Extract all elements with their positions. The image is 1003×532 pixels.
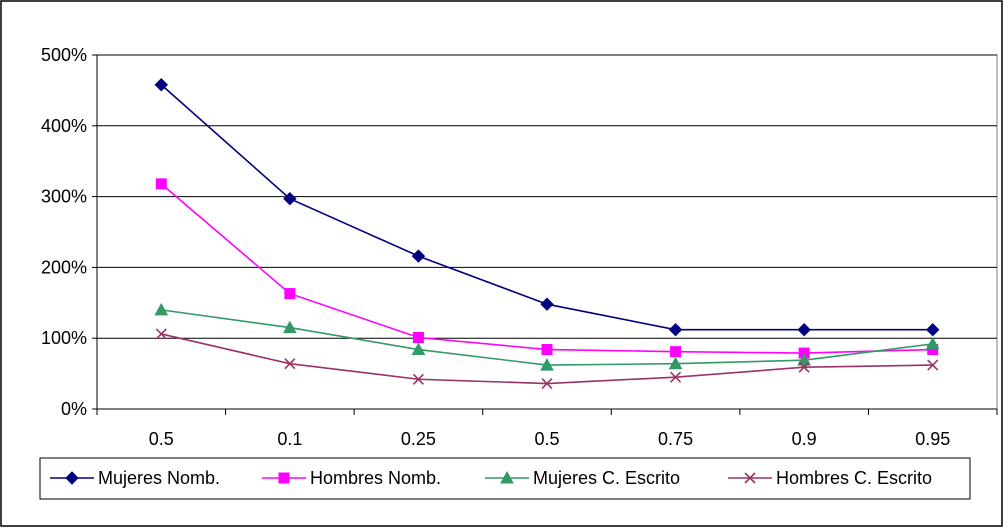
legend-marker: [500, 470, 514, 484]
x-tick-label: 0.9: [792, 429, 817, 449]
legend-marker: [744, 472, 756, 484]
data-point: [668, 322, 683, 337]
legend-marker: [65, 471, 79, 485]
data-point: [541, 344, 553, 356]
legend: Mujeres Nomb. Hombres Nomb. Mujeres C. Esc…: [39, 457, 971, 500]
data-point: [797, 353, 811, 366]
data-point: [927, 359, 939, 371]
gridlines: [97, 54, 997, 339]
data-point: [798, 361, 810, 373]
x-tick-label: 0.5: [534, 429, 559, 449]
legend-label: Mujeres C. Escrito: [533, 468, 680, 488]
data-point: [412, 331, 424, 343]
series-layer: [154, 78, 940, 390]
data-point: [797, 322, 811, 337]
data-point: [670, 346, 682, 358]
data-point: [155, 178, 167, 190]
data-point: [926, 322, 940, 337]
y-tick-label: 400%: [41, 116, 87, 136]
data-point: [283, 320, 297, 334]
legend-item: Mujeres Nomb.: [50, 468, 220, 488]
data-point: [540, 297, 554, 311]
data-point: [670, 371, 682, 383]
y-tick-label: 100%: [41, 328, 87, 348]
plot-area: [96, 54, 998, 410]
data-point: [541, 377, 553, 390]
y-tick-label: 500%: [41, 45, 87, 65]
legend-label: Hombres C. Escrito: [776, 468, 932, 488]
data-point: [412, 373, 424, 385]
series-1: [154, 78, 940, 337]
x-tick-label: 0.75: [658, 429, 693, 449]
legend-item: Hombres Nomb.: [262, 468, 441, 488]
data-point: [411, 342, 426, 356]
data-point: [154, 78, 168, 92]
data-point: [411, 249, 426, 263]
x-tick-label: 0.5: [149, 429, 174, 449]
data-point: [155, 328, 167, 340]
legend-label: Mujeres Nomb.: [98, 468, 220, 488]
data-point: [668, 356, 683, 370]
legend-marker: [278, 472, 290, 484]
x-tick-label: 0.1: [277, 429, 302, 449]
legend-label: Hombres Nomb.: [310, 468, 441, 488]
series-3: [154, 302, 940, 371]
x-tick-label: 0.25: [401, 429, 436, 449]
legend-item: Hombres C. Escrito: [728, 468, 932, 488]
data-point: [284, 358, 296, 370]
data-point: [284, 288, 296, 300]
data-point: [154, 302, 169, 316]
y-tick-label: 0%: [61, 399, 87, 419]
data-point: [283, 192, 297, 206]
axes: 0% 100% 200% 300% 400% 500% 0.5 0.1 0.25 0.5 0.75 0…: [41, 45, 998, 449]
series-4: [155, 328, 939, 390]
data-point: [925, 336, 940, 350]
legend-item: Mujeres C. Escrito: [485, 468, 680, 488]
y-tick-label: 200%: [41, 257, 87, 277]
data-point: [540, 358, 554, 371]
x-tick-label: 0.95: [915, 429, 950, 449]
series-2: [155, 178, 939, 359]
y-tick-label: 300%: [41, 187, 87, 207]
